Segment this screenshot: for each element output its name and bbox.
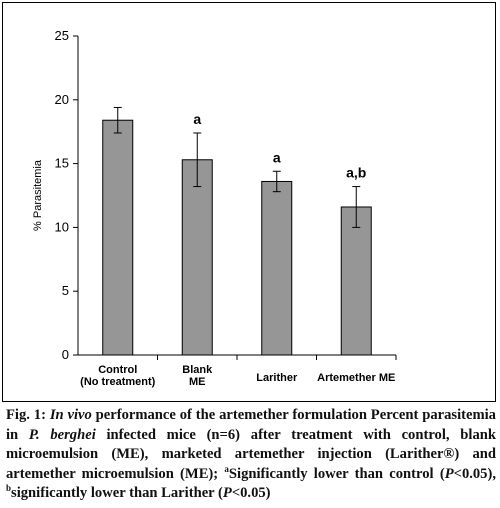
significance-label: a,b [346,165,366,181]
bar [261,180,293,356]
x-tick-label: (No treatment) [80,376,156,388]
caption-text: significantly lower than Larither ( [11,485,223,501]
y-tick-label: 25 [55,28,69,43]
caption-superscript: a [224,463,229,474]
x-tick-label: Larither [256,372,298,384]
bar [340,206,372,356]
y-tick-label: 20 [55,92,69,107]
caption-text: P [222,485,232,501]
bar-chart: 0 5 10 15 20 25 % Parasitemia Control(No treatm… [32,28,397,388]
x-tick-label: ME [189,376,206,388]
x-tick-label: Blank [182,364,213,376]
caption-text: performance of the artemether formulatio… [6,407,496,443]
caption-text: <0.05), [453,465,496,482]
significance-label: a [193,111,201,127]
figure-frame: 0 5 10 15 20 25 % Parasitemia Control (No treatm… [2,2,496,402]
caption-text: P. berghei [28,426,96,443]
caption-text: P [444,465,454,482]
caption-text: Significantly lower than control ( [228,465,445,482]
bar [102,119,134,356]
caption-text: <0.05) [231,485,271,501]
caption-text: In vivo [49,407,92,423]
y-tick-label: 10 [55,219,69,234]
figure-caption: Fig. 1: In vivo performance of the artem… [6,406,496,504]
caption-text: infected mice (n=6) after treatment with… [6,426,496,482]
y-tick-label: 15 [55,156,69,171]
caption-figure-label: Fig. 1: [6,407,46,423]
x-tick-label: Artemether ME [317,372,395,384]
x-tick-label: Control [98,364,137,376]
bar [181,159,213,356]
caption-superscript: b [6,483,12,494]
y-axis-label: % Parasitemia [32,159,44,231]
significance-label: a [273,149,281,165]
y-tick-label: 5 [62,283,69,298]
y-tick-label: 0 [62,347,69,362]
